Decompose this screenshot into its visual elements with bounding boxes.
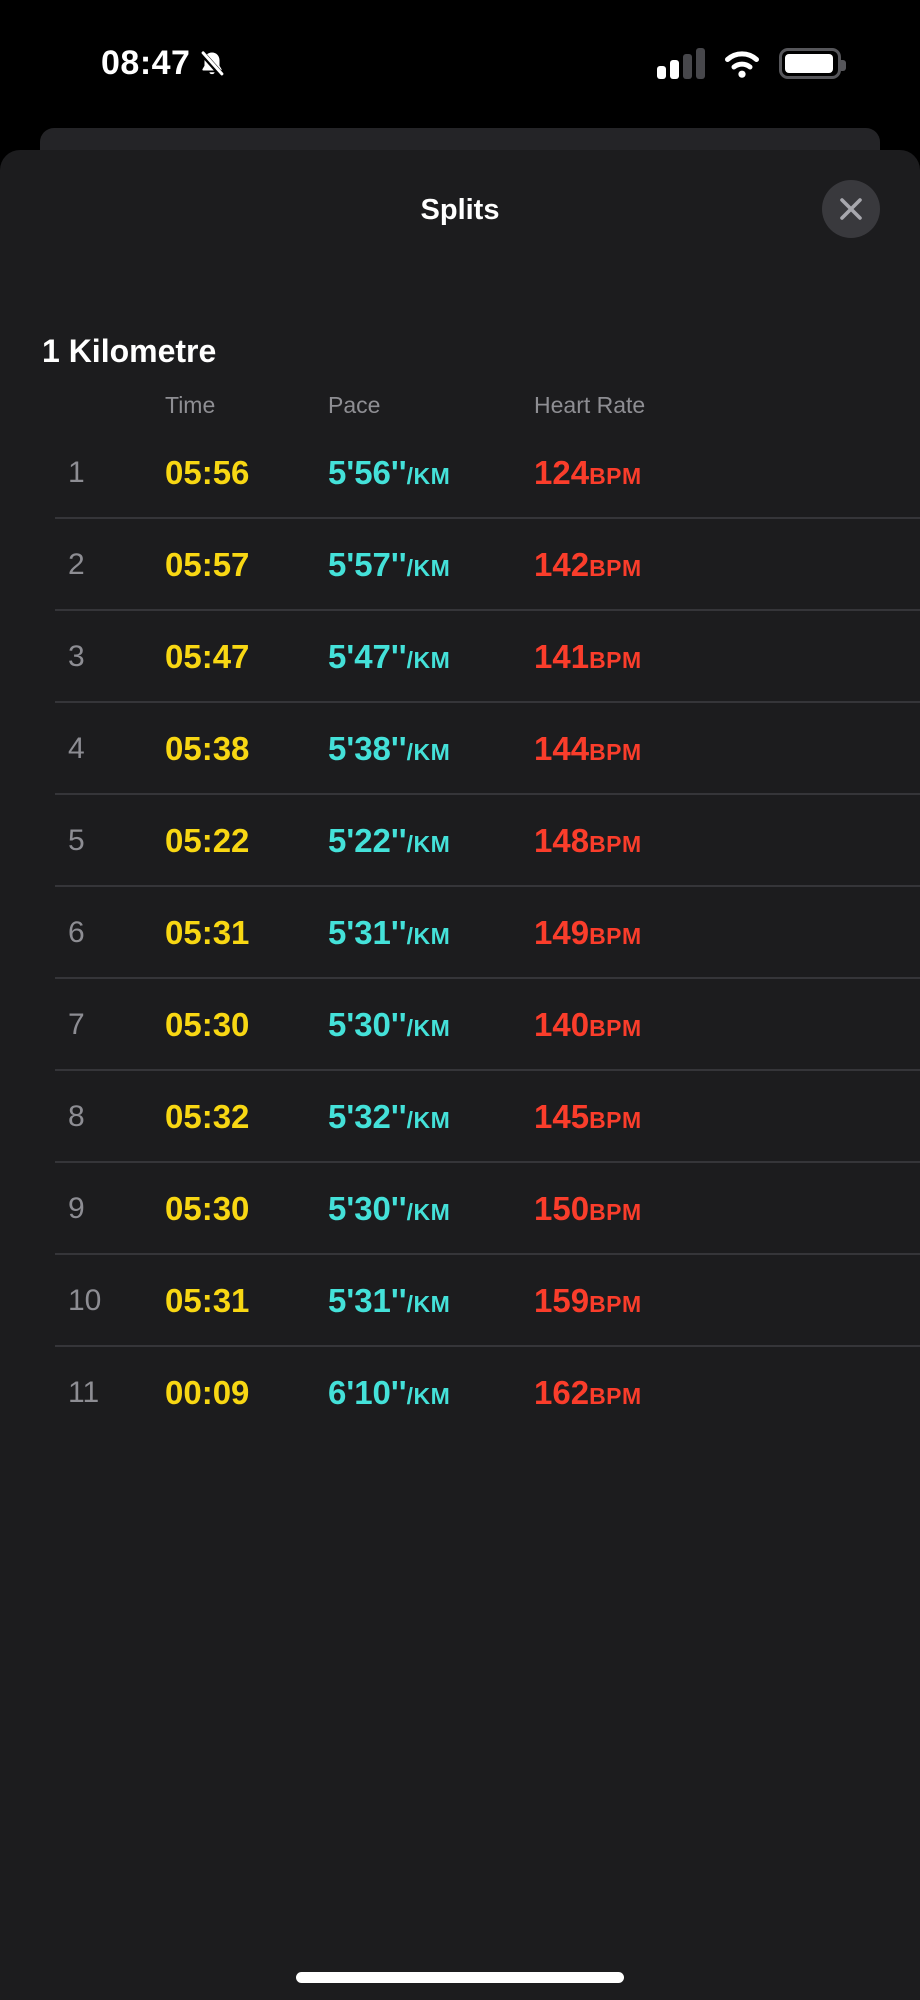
split-index: 5 [68,824,85,857]
heart-rate-unit: BPM [589,1199,642,1225]
split-index: 4 [68,732,85,765]
close-button[interactable] [822,180,880,238]
split-heart-rate: 141BPM [534,638,642,675]
battery-icon [779,47,846,79]
heart-rate-unit: BPM [589,1107,642,1133]
section-title: 1 Kilometre [42,333,217,369]
pace-unit: /KM [406,463,451,489]
clock-text: 08:47 [101,44,191,82]
heart-rate-unit: BPM [589,1015,642,1041]
splits-sheet: Splits 1 Kilometre Time Pace Heart Rate … [0,150,920,2000]
split-heart-rate: 150BPM [534,1190,642,1227]
split-pace: 5'31''/KM [328,1282,451,1319]
split-index: 10 [68,1284,102,1317]
splits-scroll-area[interactable]: 1 05:56 5'56''/KM 124BPM 2 05:57 5'57''/KM 142B… [0,427,920,1439]
split-index: 9 [68,1192,85,1225]
pace-unit: /KM [406,739,451,765]
pace-unit: /KM [406,1199,451,1225]
column-header-pace: Pace [328,392,381,418]
page-title: Splits [420,194,500,226]
split-row: 11 00:09 6'10''/KM 162BPM [0,1347,920,1439]
split-pace: 5'31''/KM [328,914,451,951]
status-bar: 08:47 [0,0,920,110]
heart-rate-unit: BPM [589,923,642,949]
status-time: 08:47 [101,44,227,83]
split-pace: 5'22''/KM [328,822,451,859]
split-row: 3 05:47 5'47''/KM 141BPM [0,611,920,703]
heart-rate-unit: BPM [589,739,642,765]
split-heart-rate: 140BPM [534,1006,642,1043]
split-row: 7 05:30 5'30''/KM 140BPM [0,979,920,1071]
split-row: 4 05:38 5'38''/KM 144BPM [0,703,920,795]
cellular-signal-icon [657,47,705,79]
bell-slash-icon [197,49,227,79]
split-index: 8 [68,1100,85,1133]
pace-unit: /KM [406,1291,451,1317]
status-icons [657,46,846,80]
split-index: 11 [68,1376,100,1409]
split-heart-rate: 148BPM [534,822,642,859]
wifi-icon [721,48,763,79]
split-row: 6 05:31 5'31''/KM 149BPM [0,887,920,979]
split-heart-rate: 159BPM [534,1282,642,1319]
pace-unit: /KM [406,1107,451,1133]
heart-rate-unit: BPM [589,463,642,489]
split-time: 05:22 [165,822,250,859]
split-time: 05:31 [165,914,250,951]
heart-rate-unit: BPM [589,1291,642,1317]
split-heart-rate: 144BPM [534,730,642,767]
split-index: 2 [68,548,85,581]
split-pace: 5'56''/KM [328,454,451,491]
split-time: 05:30 [165,1006,250,1043]
split-pace: 6'10''/KM [328,1374,451,1411]
split-heart-rate: 145BPM [534,1098,642,1135]
split-row: 8 05:32 5'32''/KM 145BPM [0,1071,920,1163]
split-heart-rate: 124BPM [534,454,642,491]
split-pace: 5'38''/KM [328,730,451,767]
heart-rate-unit: BPM [589,555,642,581]
split-heart-rate: 142BPM [534,546,642,583]
split-pace: 5'30''/KM [328,1006,451,1043]
split-heart-rate: 149BPM [534,914,642,951]
pace-unit: /KM [406,647,451,673]
split-time: 00:09 [165,1374,250,1411]
pace-unit: /KM [406,831,451,857]
split-time: 05:47 [165,638,250,675]
split-time: 05:57 [165,546,250,583]
heart-rate-unit: BPM [589,831,642,857]
pace-unit: /KM [406,923,451,949]
split-time: 05:31 [165,1282,250,1319]
pace-unit: /KM [406,555,451,581]
column-header-time: Time [165,392,216,418]
heart-rate-unit: BPM [589,647,642,673]
split-index: 3 [68,640,85,673]
split-time: 05:56 [165,454,250,491]
split-pace: 5'47''/KM [328,638,451,675]
split-row: 9 05:30 5'30''/KM 150BPM [0,1163,920,1255]
split-index: 7 [68,1008,85,1041]
split-heart-rate: 162BPM [534,1374,642,1411]
split-time: 05:30 [165,1190,250,1227]
split-time: 05:38 [165,730,250,767]
split-pace: 5'30''/KM [328,1190,451,1227]
pace-unit: /KM [406,1383,451,1409]
close-icon [838,196,864,222]
table-column-headers: Time Pace Heart Rate [0,392,920,422]
heart-rate-unit: BPM [589,1383,642,1409]
split-pace: 5'57''/KM [328,546,451,583]
split-index: 6 [68,916,85,949]
split-row: 2 05:57 5'57''/KM 142BPM [0,519,920,611]
pace-unit: /KM [406,1015,451,1041]
home-indicator[interactable] [296,1972,624,1983]
split-index: 1 [68,456,85,489]
column-header-heart-rate: Heart Rate [534,392,646,418]
split-row: 5 05:22 5'22''/KM 148BPM [0,795,920,887]
split-time: 05:32 [165,1098,250,1135]
split-row: 10 05:31 5'31''/KM 159BPM [0,1255,920,1347]
split-pace: 5'32''/KM [328,1098,451,1135]
split-row: 1 05:56 5'56''/KM 124BPM [0,427,920,519]
